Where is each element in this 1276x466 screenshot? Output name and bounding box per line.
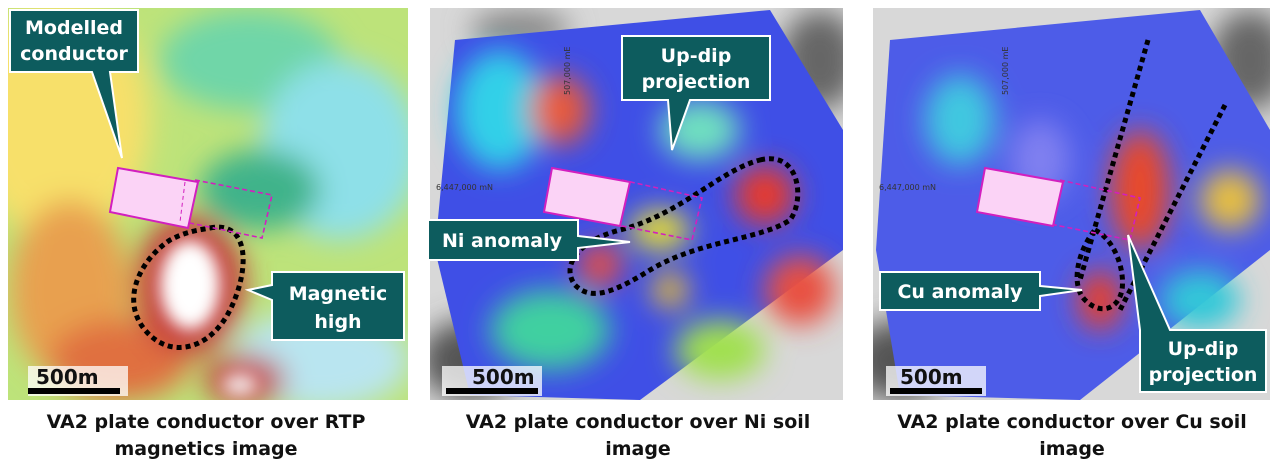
text: Magnetic [289, 283, 388, 305]
text: image [605, 438, 671, 460]
easting-label: 507,000 mE [1001, 47, 1010, 95]
text: Up-dip [1168, 338, 1239, 360]
scale-bar [446, 388, 538, 394]
caption: VA2 plate conductor over Ni soil image [466, 411, 811, 460]
scale-label: 500m [472, 365, 535, 389]
easting-label: 507,000 mE [563, 47, 572, 95]
text: projection [642, 71, 751, 93]
scale-label: 500m [900, 365, 963, 389]
text: VA2 plate conductor over Cu soil [897, 411, 1247, 433]
text: Modelled [25, 17, 123, 39]
text: Up-dip [661, 45, 732, 67]
callout-label: Ni anomaly [442, 230, 563, 252]
callout-label: Cu anomaly [897, 281, 1023, 303]
text: magnetics image [114, 438, 297, 460]
text: VA2 plate conductor over RTP [47, 411, 366, 433]
scale-label: 500m [36, 365, 99, 389]
scale-bar [28, 388, 120, 394]
northing-label: 6,447,000 mN [879, 183, 936, 192]
northing-label: 6,447,000 mN [436, 183, 493, 192]
text: high [314, 311, 361, 333]
figure: Modelled conductor Magnetic high 500m 507,… [0, 0, 1276, 466]
text: conductor [20, 43, 128, 65]
caption: VA2 plate conductor over RTP magnetics im… [47, 411, 366, 460]
scale-bar [890, 388, 982, 394]
text: VA2 plate conductor over Ni soil [466, 411, 811, 433]
text: projection [1149, 364, 1258, 386]
caption: VA2 plate conductor over Cu soil image [897, 411, 1247, 460]
text: image [1039, 438, 1105, 460]
